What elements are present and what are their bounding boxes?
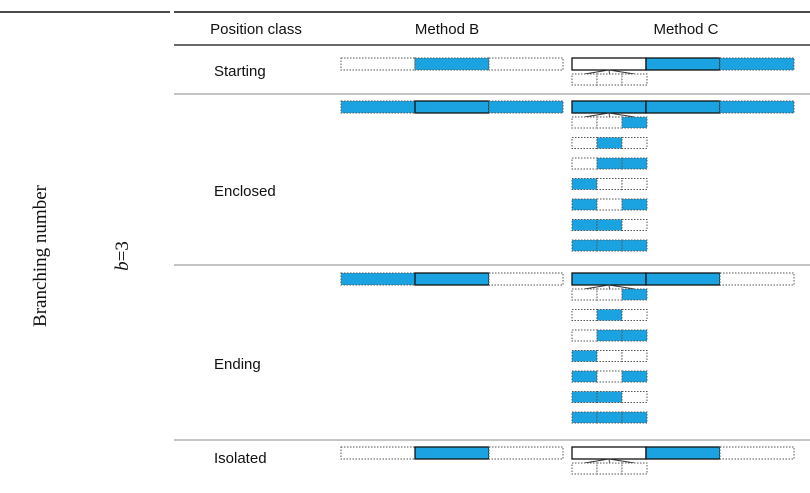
- enclosed-sub-7-cell-1: [571, 239, 598, 252]
- ending-sub-4-cell-1: [571, 350, 598, 362]
- starting-sub-1-cell-3: [621, 73, 648, 86]
- isolated-connector-2: [608, 458, 610, 464]
- enclosed-sub-5-cell-2: [596, 198, 623, 211]
- starting-connector-2: [608, 69, 610, 75]
- ending-sub-2-cell-3: [621, 309, 648, 321]
- enclosed-sub-3-cell-2: [596, 157, 623, 170]
- enclosed-method-b-segment-3: [488, 100, 564, 114]
- enclosed-connector-3: [608, 112, 635, 118]
- enclosed-sub-6-cell-2: [596, 219, 623, 231]
- enclosed-method-c-segment-2: [645, 100, 721, 114]
- enclosed-sub-1-cell-1: [571, 116, 598, 129]
- isolated-method-b-segment-3: [488, 446, 564, 460]
- isolated-method-c-segment-1: [571, 446, 647, 460]
- ending-method-c-segment-1: [571, 272, 647, 286]
- starting-method-c-segment-1: [571, 57, 647, 71]
- starting-method-c-segment-3: [719, 57, 795, 71]
- header-method-c: Method C: [653, 21, 718, 38]
- ending-method-c-segment-3: [719, 272, 795, 286]
- header-position-class: Position class: [210, 21, 302, 38]
- header-method-b: Method B: [415, 21, 479, 38]
- branching-number-label: Branching number: [30, 184, 51, 327]
- enclosed-method-b-segment-1: [340, 100, 416, 114]
- enclosed-sub-4-cell-2: [596, 178, 623, 190]
- isolated-connector-3: [608, 458, 635, 464]
- starting-method-c-segment-2: [645, 57, 721, 71]
- ending-connector-1: [584, 284, 610, 290]
- starting-connector-3: [608, 69, 635, 75]
- b-symbol: b: [112, 261, 133, 271]
- ending-sub-6-cell-1: [571, 391, 598, 403]
- isolated-method-c-segment-3: [719, 446, 795, 460]
- isolated-sub-1-cell-3: [621, 462, 648, 475]
- enclosed-sub-5-cell-3: [621, 198, 648, 211]
- isolated-sub-1-cell-2: [596, 462, 623, 475]
- row-label-isolated: Isolated: [214, 450, 267, 467]
- enclosed-sub-6-cell-1: [571, 219, 598, 231]
- ending-sub-6-cell-2: [596, 391, 623, 403]
- enclosed-sub-1-cell-3: [621, 116, 648, 129]
- starting-method-b-segment-2: [414, 57, 490, 71]
- ending-sub-7-cell-2: [596, 411, 623, 424]
- ending-connector-2: [608, 284, 610, 290]
- ending-sub-5-cell-3: [621, 370, 648, 383]
- starting-sub-1-cell-1: [571, 73, 598, 86]
- enclosed-sub-7-cell-3: [621, 239, 648, 252]
- enclosed-sub-4-cell-1: [571, 178, 598, 190]
- isolated-sub-1-cell-1: [571, 462, 598, 475]
- enclosed-sub-3-cell-3: [621, 157, 648, 170]
- ending-sub-1-cell-3: [621, 288, 648, 301]
- ending-sub-2-cell-1: [571, 309, 598, 321]
- ending-sub-7-cell-1: [571, 411, 598, 424]
- ending-sub-1-cell-1: [571, 288, 598, 301]
- starting-connector-1: [584, 69, 610, 75]
- enclosed-connector-1: [584, 112, 610, 118]
- starting-method-b-segment-3: [488, 57, 564, 71]
- ending-sub-3-cell-1: [571, 329, 598, 342]
- enclosed-method-c-segment-3: [719, 100, 795, 114]
- ending-sub-2-cell-2: [596, 309, 623, 321]
- b-value: =3: [112, 241, 133, 261]
- ending-sub-4-cell-2: [596, 350, 623, 362]
- ending-sub-1-cell-2: [596, 288, 623, 301]
- enclosed-sub-4-cell-3: [621, 178, 648, 190]
- starting-method-b-segment-1: [340, 57, 416, 71]
- ending-method-b-segment-1: [340, 272, 416, 286]
- ending-sub-6-cell-3: [621, 391, 648, 403]
- enclosed-sub-5-cell-1: [571, 198, 598, 211]
- enclosed-sub-2-cell-3: [621, 137, 648, 149]
- enclosed-sub-2-cell-1: [571, 137, 598, 149]
- enclosed-method-b-segment-2: [414, 100, 490, 114]
- enclosed-sub-1-cell-2: [596, 116, 623, 129]
- isolated-method-b-segment-2: [414, 446, 490, 460]
- ending-sub-5-cell-2: [596, 370, 623, 383]
- enclosed-sub-6-cell-3: [621, 219, 648, 231]
- enclosed-sub-2-cell-2: [596, 137, 623, 149]
- enclosed-method-c-segment-1: [571, 100, 647, 114]
- isolated-connector-1: [584, 458, 610, 464]
- ending-sub-7-cell-3: [621, 411, 648, 424]
- ending-sub-3-cell-2: [596, 329, 623, 342]
- row-label-enclosed: Enclosed: [214, 183, 276, 200]
- enclosed-sub-7-cell-2: [596, 239, 623, 252]
- isolated-method-b-segment-1: [340, 446, 416, 460]
- ending-connector-3: [608, 284, 635, 290]
- bar-layer: [340, 57, 795, 475]
- isolated-method-c-segment-2: [645, 446, 721, 460]
- ending-method-c-segment-2: [645, 272, 721, 286]
- ending-sub-3-cell-3: [621, 329, 648, 342]
- ending-sub-4-cell-3: [621, 350, 648, 362]
- ending-sub-5-cell-1: [571, 370, 598, 383]
- starting-sub-1-cell-2: [596, 73, 623, 86]
- b-equals-label: b=3: [112, 241, 133, 271]
- ending-method-b-segment-3: [488, 272, 564, 286]
- row-label-starting: Starting: [214, 63, 266, 80]
- ending-method-b-segment-2: [414, 272, 490, 286]
- enclosed-connector-2: [608, 112, 610, 118]
- enclosed-sub-3-cell-1: [571, 157, 598, 170]
- row-label-ending: Ending: [214, 356, 261, 373]
